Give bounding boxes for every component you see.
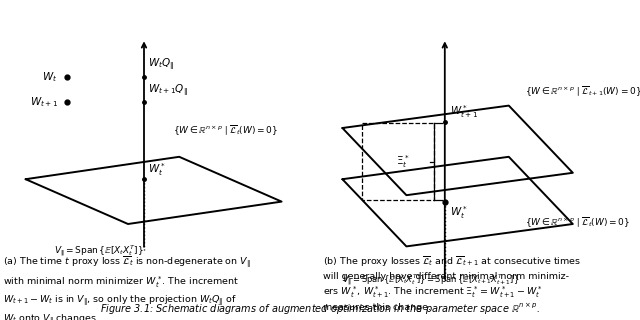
Text: $W_{t+1}Q_{\|}$: $W_{t+1}Q_{\|}$ — [148, 82, 188, 98]
Text: $W_t Q_{\|}$: $W_t Q_{\|}$ — [148, 56, 175, 72]
Text: $W_t^*$: $W_t^*$ — [148, 161, 166, 178]
Text: $\{W \in \mathbb{R}^{n \times p} \mid \overline{\mathcal{L}}_{t+1}(W) = 0\}$: $\{W \in \mathbb{R}^{n \times p} \mid \o… — [525, 84, 640, 98]
Text: $W_t$: $W_t$ — [42, 70, 58, 84]
Text: $W_{t+1}^*$: $W_{t+1}^*$ — [450, 103, 478, 120]
Text: (a) The time $t$ proxy loss $\overline{\mathcal{L}}_t$ is non-degenerate on $V_{: (a) The time $t$ proxy loss $\overline{\… — [3, 254, 251, 320]
Text: $W_t^*$: $W_t^*$ — [450, 204, 468, 221]
Text: $\{W \in \mathbb{R}^{n \times p} \mid \overline{\mathcal{L}}_t(W) = 0\}$: $\{W \in \mathbb{R}^{n \times p} \mid \o… — [173, 123, 278, 137]
Text: Figure 3.1: Schematic diagrams of augmented optimization in the parameter space : Figure 3.1: Schematic diagrams of augmen… — [100, 302, 540, 317]
Text: $V_{\|} = \mathrm{Span}\,\{\mathbb{E}[X_t X_t^T]\} = \mathrm{Span}\,\{\mathbb{E}: $V_{\|} = \mathrm{Span}\,\{\mathbb{E}[X_… — [342, 272, 520, 288]
Text: (b) The proxy losses $\overline{\mathcal{L}}_t$ and $\overline{\mathcal{L}}_{t+1: (b) The proxy losses $\overline{\mathcal… — [323, 254, 581, 312]
Text: $V_{\|} = \mathrm{Span}\,\{\mathbb{E}[X_t X_t^T]\}$: $V_{\|} = \mathrm{Span}\,\{\mathbb{E}[X_… — [54, 244, 144, 259]
Text: $W_{t+1}$: $W_{t+1}$ — [29, 95, 58, 109]
Text: $\Xi_t^*$: $\Xi_t^*$ — [396, 153, 409, 170]
Text: $\{W \in \mathbb{R}^{n \times p} \mid \overline{\mathcal{L}}_t(W) = 0\}$: $\{W \in \mathbb{R}^{n \times p} \mid \o… — [525, 215, 630, 229]
